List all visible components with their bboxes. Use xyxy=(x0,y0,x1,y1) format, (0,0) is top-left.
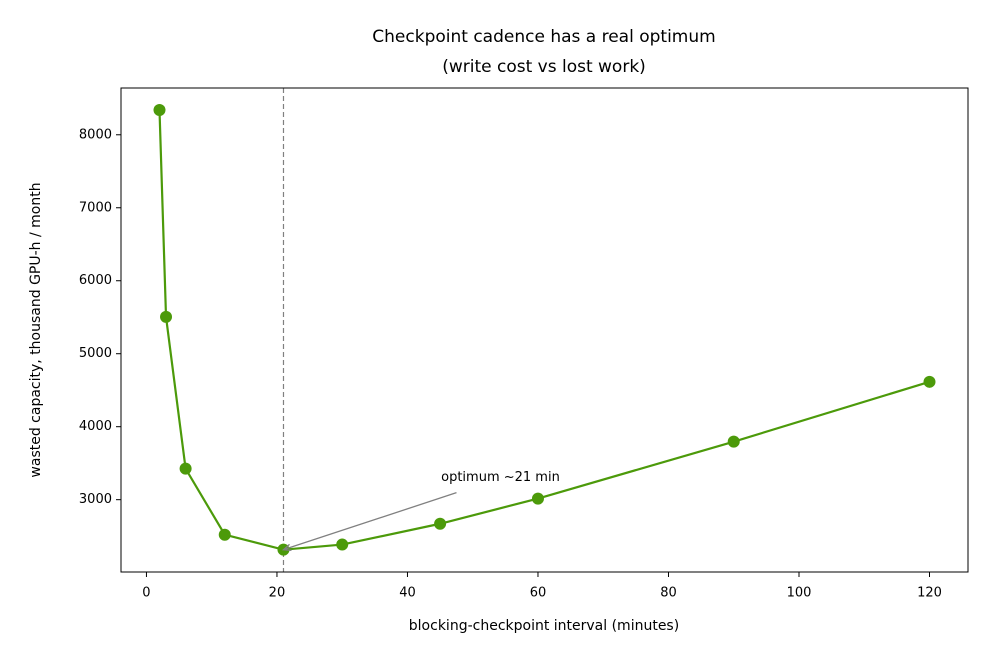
y-tick-label: 5000 xyxy=(79,346,112,361)
data-point xyxy=(218,528,231,541)
x-tick-label: 40 xyxy=(399,586,416,601)
chart-subtitle: (write cost vs lost work) xyxy=(442,57,646,77)
series-line xyxy=(158,109,930,551)
data-point xyxy=(336,538,349,551)
data-point xyxy=(160,310,173,323)
y-tick-label: 8000 xyxy=(79,127,112,142)
data-point xyxy=(727,435,740,448)
x-tick-label: 120 xyxy=(917,586,942,601)
x-tick-label: 0 xyxy=(142,586,150,601)
chart-title: Checkpoint cadence has a real optimum xyxy=(372,27,715,47)
x-tick-label: 20 xyxy=(269,586,286,601)
y-tick-label: 4000 xyxy=(79,419,112,434)
x-tick-label: 100 xyxy=(787,586,812,601)
data-point xyxy=(434,517,447,530)
data-point xyxy=(531,492,544,505)
data-point xyxy=(153,103,166,116)
x-axis-label: blocking-checkpoint interval (minutes) xyxy=(409,618,679,634)
x-tick-label: 80 xyxy=(660,586,677,601)
y-tick-label: 7000 xyxy=(79,200,112,215)
y-axis-label: wasted capacity, thousand GPU-h / month xyxy=(28,182,44,477)
data-point xyxy=(923,375,936,388)
annotation-arrow xyxy=(281,492,457,551)
data-point xyxy=(179,462,192,475)
annotation-text: optimum ~21 min xyxy=(441,470,560,485)
y-tick-label: 3000 xyxy=(79,492,112,507)
y-tick-label: 6000 xyxy=(79,273,112,288)
x-tick-label: 60 xyxy=(530,586,547,601)
plot-frame xyxy=(120,87,969,573)
